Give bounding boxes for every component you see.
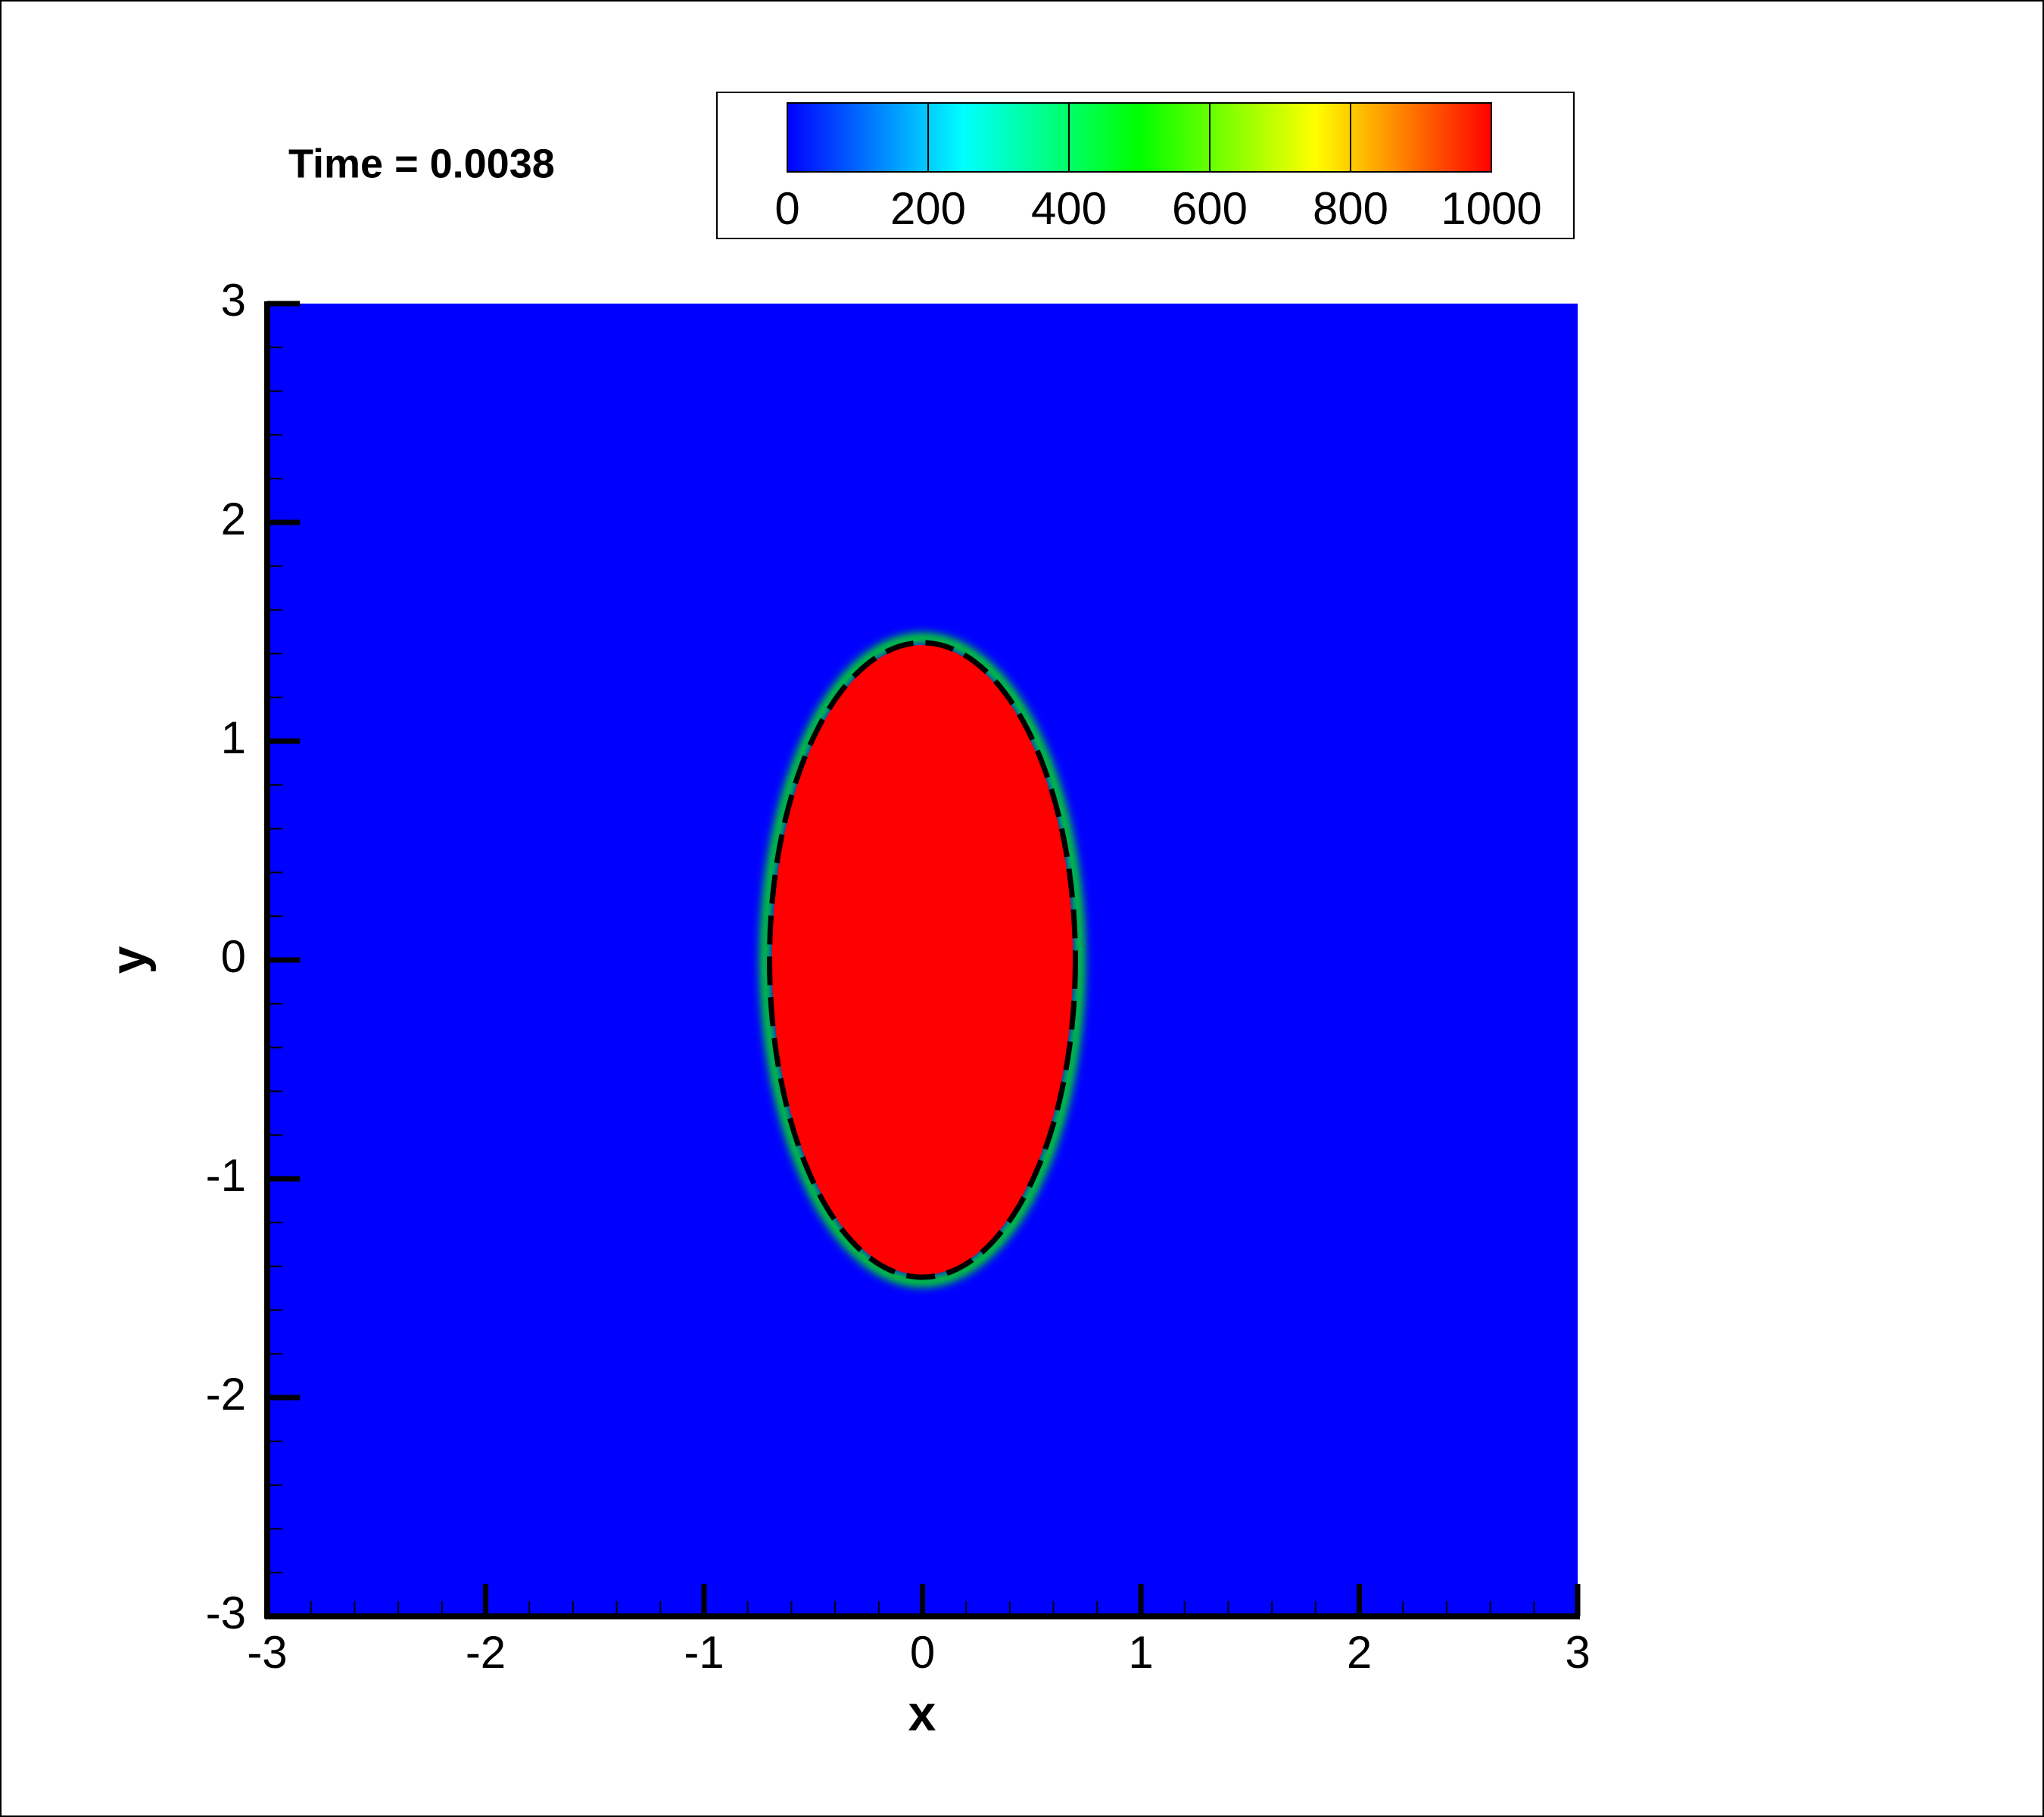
y-tick-label: 0	[221, 931, 246, 982]
y-tick-label: -3	[206, 1588, 246, 1638]
x-axis-title: x	[908, 1685, 936, 1741]
colorbar-label: 0	[774, 183, 799, 234]
inside-region	[771, 644, 1073, 1276]
x-tick-label: -1	[684, 1627, 724, 1678]
y-tick-label: -2	[206, 1369, 246, 1420]
x-tick-label: -2	[466, 1627, 506, 1678]
x-tick-label: -3	[247, 1627, 287, 1678]
colorbar	[787, 102, 1492, 173]
y-axis-title: y	[100, 946, 156, 974]
colorbar-label: 200	[890, 183, 966, 234]
y-tick-label: 1	[221, 712, 246, 763]
y-tick-label: 2	[221, 494, 246, 544]
colorbar-label: 1000	[1441, 183, 1541, 234]
y-tick-label: 3	[221, 275, 246, 326]
x-tick-label: 3	[1565, 1627, 1590, 1678]
annotation: Time = 0.0038	[288, 141, 555, 186]
interface-contour	[767, 640, 1078, 1280]
colorbar-label: 800	[1313, 183, 1388, 234]
x-tick-label: 1	[1128, 1627, 1153, 1678]
x-tick-label: 0	[910, 1627, 935, 1678]
colorbar-label: 400	[1031, 183, 1107, 234]
transition-ring	[760, 633, 1085, 1287]
x-tick-label: 2	[1347, 1627, 1372, 1678]
colorbar-label: 600	[1172, 183, 1248, 234]
y-tick-label: -1	[206, 1150, 246, 1201]
